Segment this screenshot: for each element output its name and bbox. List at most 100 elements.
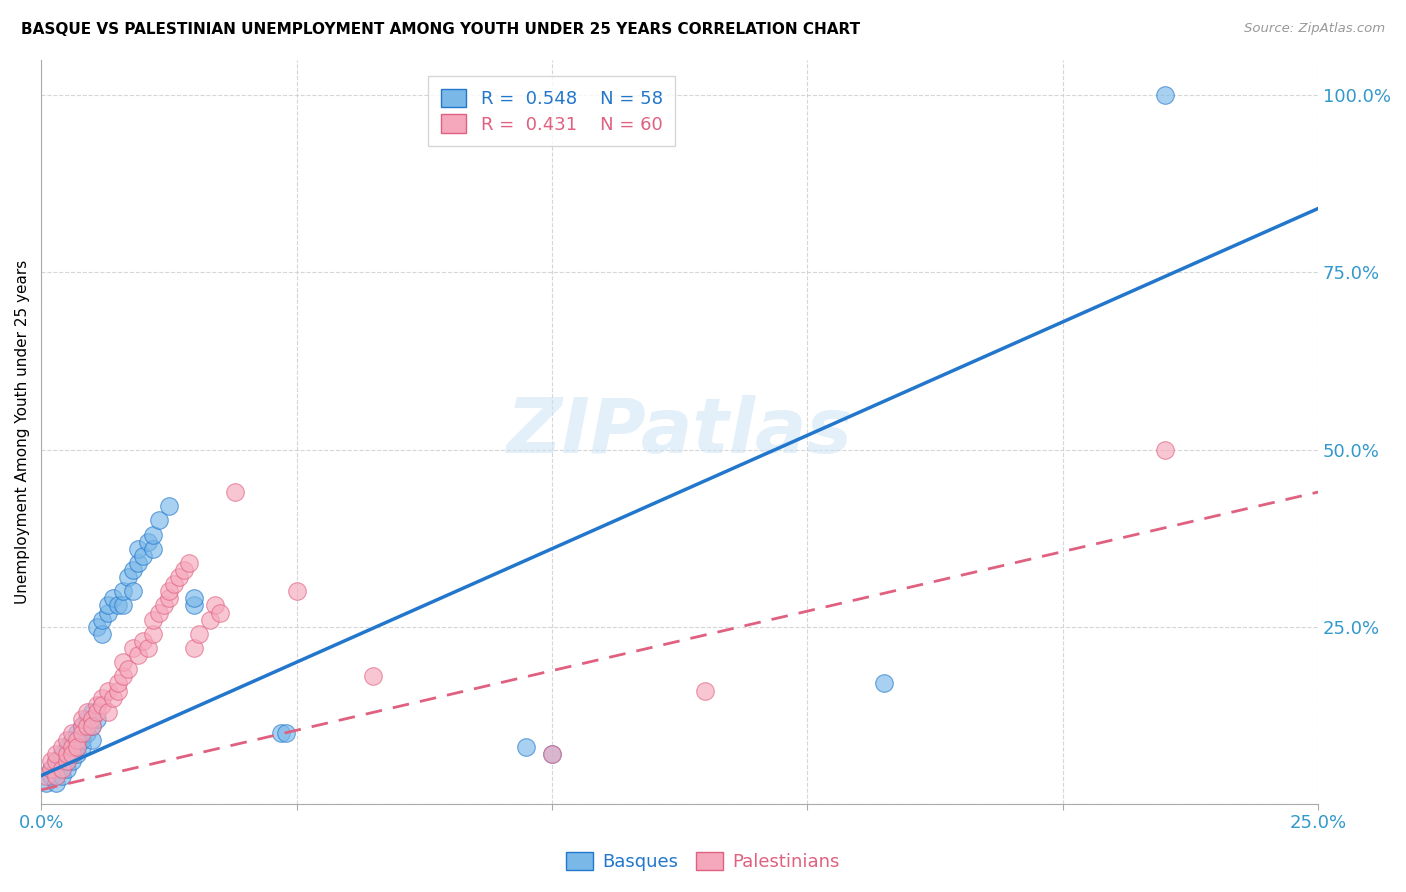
Point [70, 712, 93, 726]
Point [60, 740, 83, 755]
Point [76, 705, 98, 719]
Point [60, 726, 83, 740]
Point [541, 747, 564, 762]
Point [96, 606, 118, 620]
Point [127, 648, 149, 662]
Point [224, 485, 246, 500]
Point [35, 775, 58, 789]
Point [96, 683, 118, 698]
Point [45, 755, 67, 769]
Point [86, 620, 108, 634]
Point [157, 584, 180, 599]
Point [122, 640, 145, 655]
Point [70, 740, 93, 755]
Point [82, 705, 104, 719]
Point [41, 762, 63, 776]
Point [60, 755, 83, 769]
Point [91, 613, 114, 627]
Text: BASQUE VS PALESTINIAN UNEMPLOYMENT AMONG YOUTH UNDER 25 YEARS CORRELATION CHART: BASQUE VS PALESTINIAN UNEMPLOYMENT AMONG… [21, 22, 860, 37]
Point [148, 513, 170, 527]
Point [132, 634, 155, 648]
Point [55, 747, 77, 762]
Legend: R =  0.548    N = 58, R =  0.431    N = 60: R = 0.548 N = 58, R = 0.431 N = 60 [429, 76, 675, 146]
Point [117, 662, 139, 676]
Point [86, 698, 108, 712]
Point [285, 584, 308, 599]
Point [70, 719, 93, 733]
Point [76, 712, 98, 726]
Point [70, 719, 93, 733]
Point [66, 747, 89, 762]
Text: ZIPatlas: ZIPatlas [506, 395, 852, 469]
Point [101, 591, 124, 606]
Point [86, 705, 108, 719]
Point [91, 627, 114, 641]
Text: Source: ZipAtlas.com: Source: ZipAtlas.com [1244, 22, 1385, 36]
Point [163, 577, 186, 591]
Point [82, 733, 104, 747]
Point [51, 769, 73, 783]
Point [51, 762, 73, 776]
Point [122, 563, 145, 577]
Point [51, 747, 73, 762]
Point [35, 769, 58, 783]
Point [873, 676, 896, 690]
Point [60, 733, 83, 747]
Point [142, 627, 165, 641]
Point [142, 613, 165, 627]
Point [66, 726, 89, 740]
Point [101, 690, 124, 705]
Point [148, 606, 170, 620]
Point [55, 755, 77, 769]
Point [51, 762, 73, 776]
Point [55, 733, 77, 747]
Point [695, 683, 717, 698]
Point [208, 606, 231, 620]
Point [55, 755, 77, 769]
Point [82, 719, 104, 733]
Point [198, 613, 221, 627]
Point [204, 599, 226, 613]
Point [111, 669, 134, 683]
Point [82, 712, 104, 726]
Point [45, 769, 67, 783]
Point [179, 556, 201, 570]
Legend: Basques, Palestinians: Basques, Palestinians [560, 845, 846, 879]
Point [1154, 88, 1177, 103]
Point [76, 726, 98, 740]
Point [173, 563, 195, 577]
Point [55, 762, 77, 776]
Point [70, 733, 93, 747]
Point [45, 769, 67, 783]
Point [117, 570, 139, 584]
Point [51, 755, 73, 769]
Point [96, 705, 118, 719]
Point [107, 676, 129, 690]
Point [70, 726, 93, 740]
Point [138, 640, 160, 655]
Point [138, 534, 160, 549]
Point [111, 584, 134, 599]
Point [157, 591, 180, 606]
Point [167, 570, 190, 584]
Point [60, 747, 83, 762]
Point [55, 740, 77, 755]
Point [183, 599, 205, 613]
Point [515, 740, 537, 755]
Point [111, 599, 134, 613]
Point [107, 683, 129, 698]
Point [142, 541, 165, 556]
Point [86, 712, 108, 726]
Point [60, 740, 83, 755]
Point [82, 719, 104, 733]
Point [66, 733, 89, 747]
Point [111, 655, 134, 669]
Point [41, 769, 63, 783]
Point [276, 726, 298, 740]
Point [152, 599, 174, 613]
Point [96, 599, 118, 613]
Point [41, 755, 63, 769]
Point [1154, 442, 1177, 457]
Point [361, 669, 384, 683]
Point [127, 541, 149, 556]
